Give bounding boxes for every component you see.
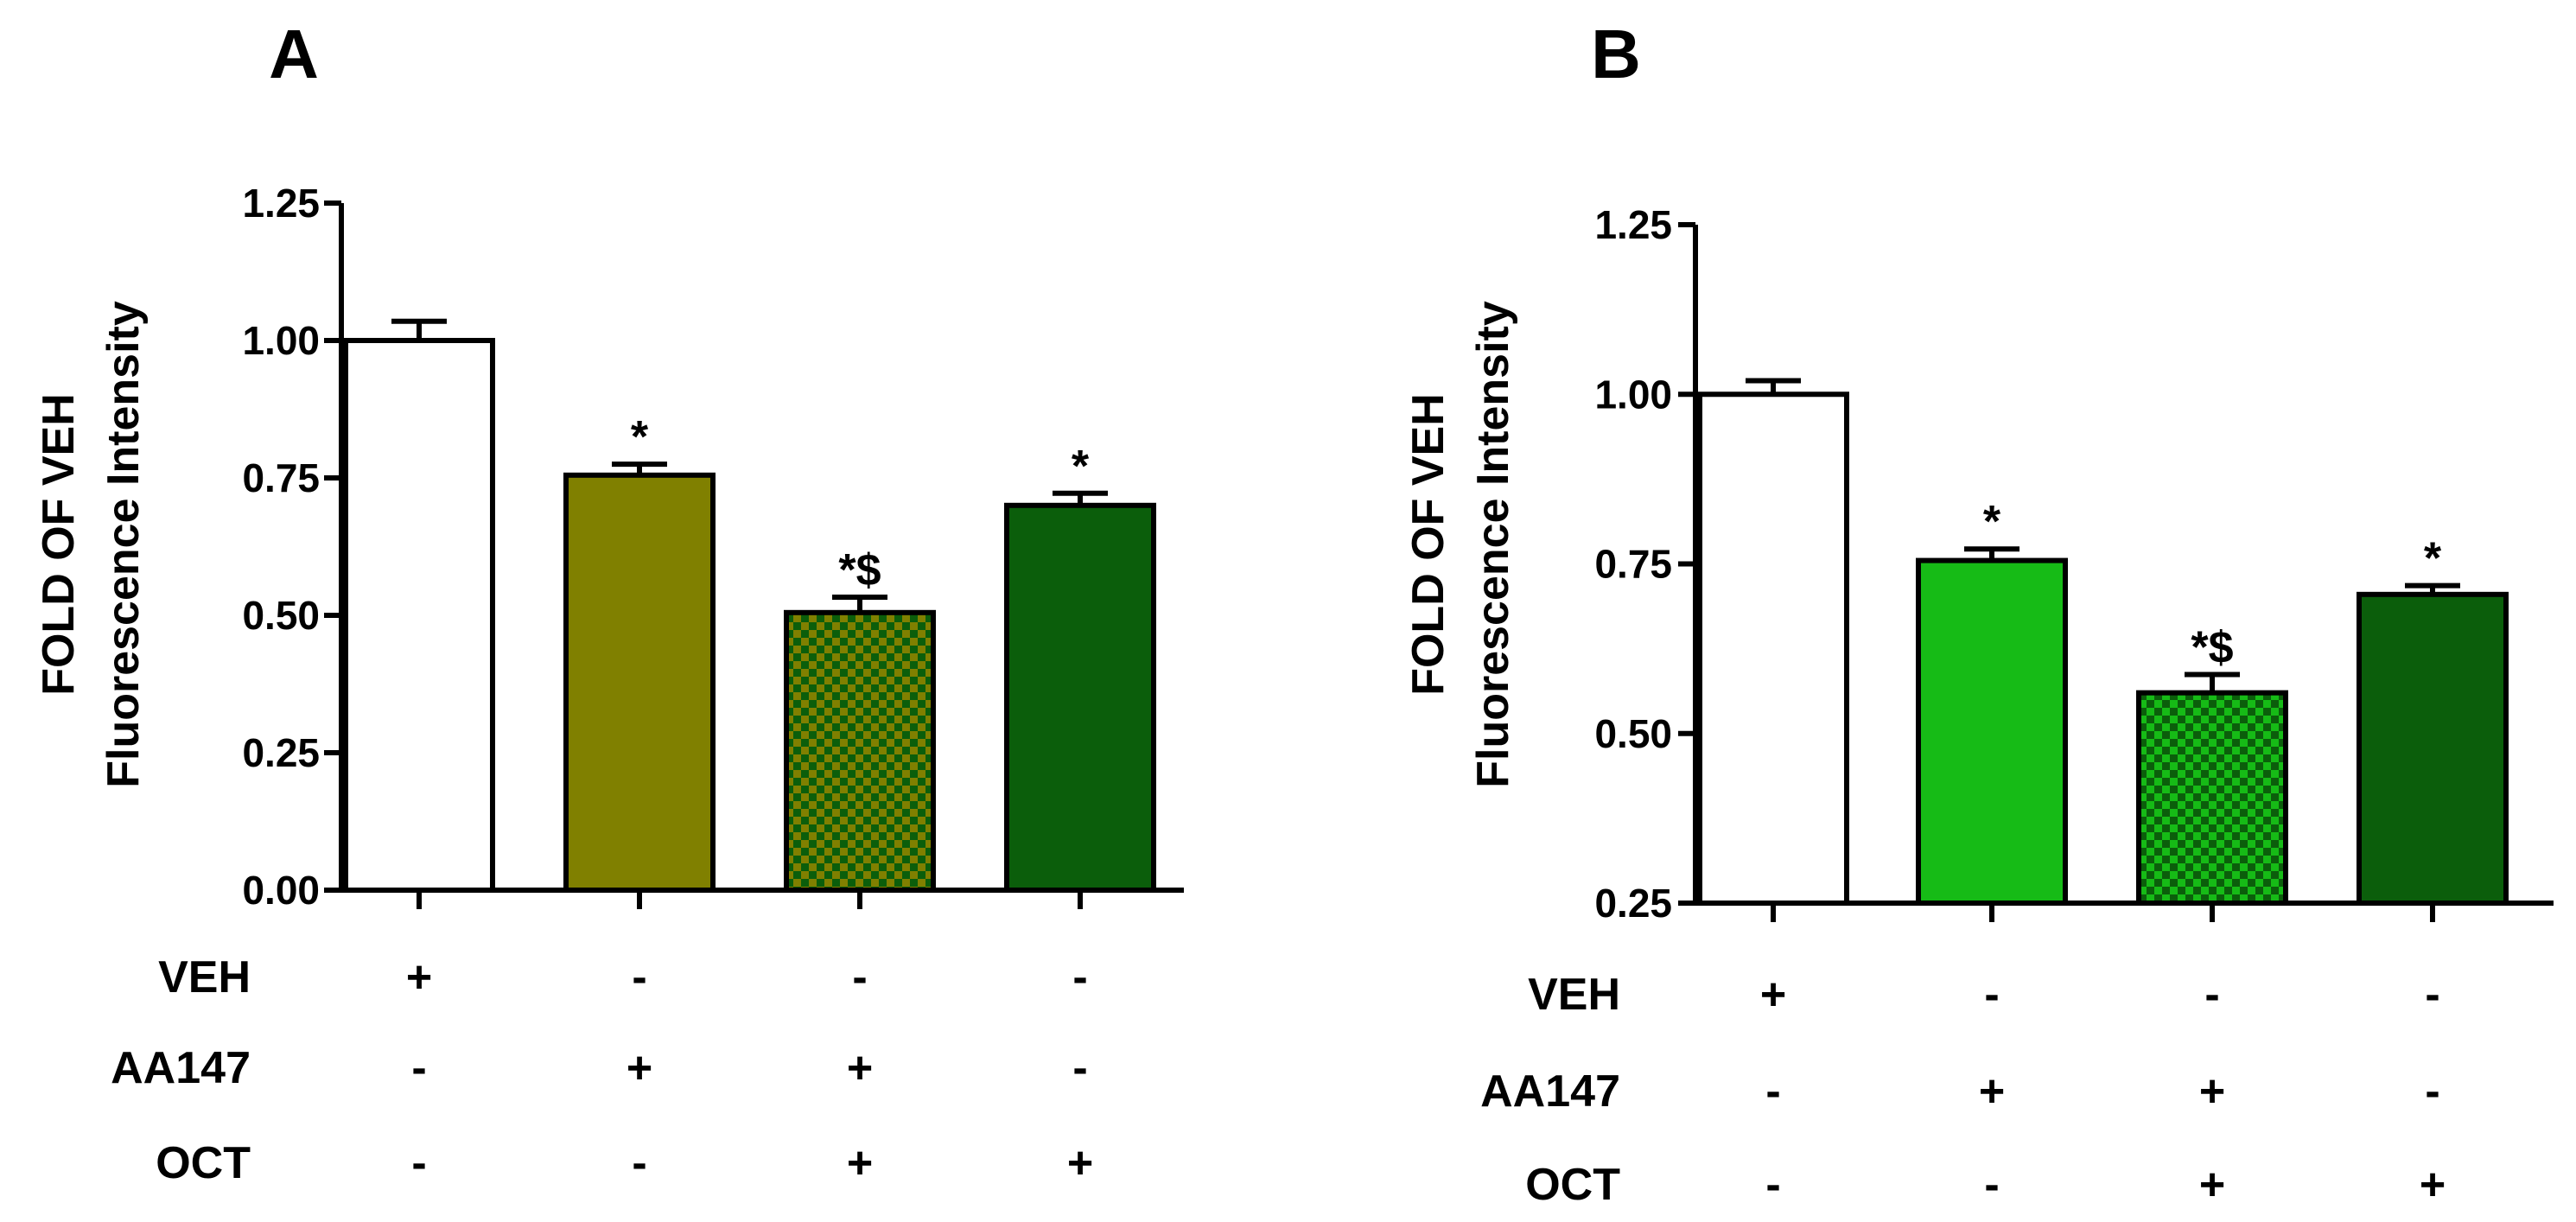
y-tick-label: 0.25 xyxy=(242,730,320,775)
treatment-label: AA147 xyxy=(111,1043,251,1093)
treatment-sign: - xyxy=(1072,1043,1087,1093)
treatment-sign: - xyxy=(632,952,646,1002)
treatment-label: OCT xyxy=(156,1138,251,1188)
treatment-sign: - xyxy=(1765,1066,1780,1117)
treatment-label: AA147 xyxy=(1480,1066,1620,1117)
y-tick-label: 0.25 xyxy=(1594,881,1672,926)
y-tick-label: 0.00 xyxy=(242,868,320,913)
treatment-sign: - xyxy=(2204,970,2219,1020)
y-axis-label-line2: Fluorescence Intensity xyxy=(1468,301,1518,788)
treatment-label: OCT xyxy=(1525,1160,1620,1210)
treatment-sign: - xyxy=(632,1138,646,1188)
treatment-sign: - xyxy=(2425,1066,2439,1117)
bar xyxy=(563,472,716,893)
treatment-sign: + xyxy=(627,1043,652,1093)
treatment-sign: + xyxy=(2420,1160,2446,1210)
bar xyxy=(1004,502,1156,893)
significance-marker: *$ xyxy=(838,545,881,595)
bar xyxy=(1697,391,1849,906)
bar xyxy=(2357,591,2509,906)
treatment-sign: + xyxy=(847,1043,873,1093)
treatment-sign: - xyxy=(1072,952,1087,1002)
y-tick-label: 1.25 xyxy=(242,181,320,226)
treatment-sign: - xyxy=(1765,1160,1780,1210)
y-axis-label-line1: FOLD OF VEH xyxy=(34,393,84,696)
y-tick-label: 1.00 xyxy=(242,318,320,363)
panel-label: A xyxy=(269,16,319,92)
treatment-sign: - xyxy=(411,1043,426,1093)
treatment-sign: - xyxy=(852,952,867,1002)
panel-label: B xyxy=(1591,16,1641,92)
treatment-sign: + xyxy=(2199,1066,2225,1117)
bar xyxy=(784,609,936,893)
y-axis-label-line2: Fluorescence Intensity xyxy=(99,301,149,788)
treatment-sign: - xyxy=(411,1138,426,1188)
y-axis-label-line1: FOLD OF VEH xyxy=(1403,393,1453,696)
y-tick-label: 0.75 xyxy=(1594,542,1672,587)
treatment-label: VEH xyxy=(158,952,251,1002)
y-tick-label: 0.50 xyxy=(242,593,320,638)
treatment-sign: + xyxy=(1979,1066,2005,1117)
bar xyxy=(1916,557,2068,906)
treatment-label: VEH xyxy=(1528,970,1620,1020)
panel-b: B FOLD OF VEH Fluorescence Intensity 0.25 0.… xyxy=(1403,16,2554,1210)
bar xyxy=(343,338,495,893)
treatment-sign: - xyxy=(2425,970,2439,1020)
y-tick-label: 1.25 xyxy=(1594,202,1672,247)
y-tick-label: 1.00 xyxy=(1594,372,1672,417)
treatment-sign: + xyxy=(406,952,432,1002)
significance-marker: *$ xyxy=(2191,622,2233,672)
significance-marker: * xyxy=(2424,534,2442,584)
treatment-sign: + xyxy=(847,1138,873,1188)
bar xyxy=(2136,690,2288,907)
significance-marker: * xyxy=(1983,497,2001,547)
treatment-sign: + xyxy=(2199,1160,2225,1210)
treatment-sign: + xyxy=(1067,1138,1093,1188)
panel-a: A FOLD OF VEH Fluorescence Intensity 0.00 0.… xyxy=(34,16,1184,1188)
significance-marker: * xyxy=(631,412,649,462)
treatment-sign: + xyxy=(1760,970,1786,1020)
treatment-sign: - xyxy=(1984,970,1999,1020)
treatment-sign: - xyxy=(1984,1160,1999,1210)
y-tick-label: 0.50 xyxy=(1594,711,1672,756)
significance-marker: * xyxy=(1072,442,1090,492)
y-tick-label: 0.75 xyxy=(242,455,320,500)
